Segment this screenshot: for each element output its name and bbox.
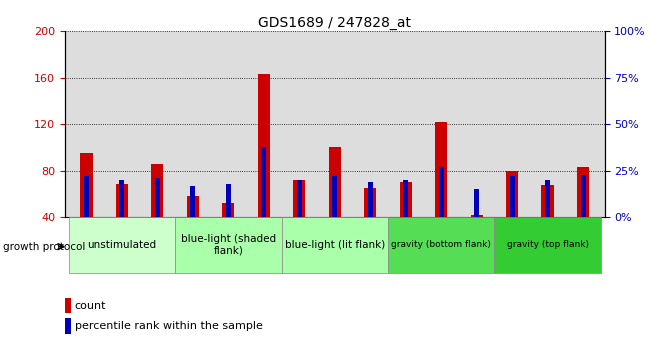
Bar bbox=[84, 176, 89, 217]
Bar bbox=[296, 180, 302, 217]
Bar bbox=[332, 176, 337, 217]
Bar bbox=[388, 217, 495, 273]
Text: growth protocol: growth protocol bbox=[3, 242, 86, 252]
Bar bbox=[65, 298, 72, 313]
Text: gravity (top flank): gravity (top flank) bbox=[507, 240, 589, 249]
Text: blue-light (lit flank): blue-light (lit flank) bbox=[285, 240, 385, 250]
Bar bbox=[368, 182, 373, 217]
Bar bbox=[222, 203, 235, 217]
Bar bbox=[175, 217, 281, 273]
Text: unstimulated: unstimulated bbox=[87, 240, 157, 250]
Bar bbox=[510, 176, 515, 217]
Bar bbox=[116, 184, 128, 217]
Bar bbox=[190, 186, 196, 217]
Bar bbox=[471, 215, 483, 217]
Bar bbox=[257, 74, 270, 217]
Bar bbox=[364, 188, 376, 217]
Bar bbox=[506, 171, 519, 217]
Bar bbox=[65, 318, 72, 334]
Bar bbox=[474, 189, 480, 217]
Text: blue-light (shaded
flank): blue-light (shaded flank) bbox=[181, 234, 276, 256]
Bar bbox=[293, 180, 306, 217]
Bar bbox=[261, 147, 266, 217]
Bar bbox=[281, 217, 388, 273]
Text: percentile rank within the sample: percentile rank within the sample bbox=[75, 321, 263, 331]
Bar bbox=[495, 217, 601, 273]
Bar bbox=[577, 167, 590, 217]
Bar bbox=[328, 148, 341, 217]
Title: GDS1689 / 247828_at: GDS1689 / 247828_at bbox=[258, 16, 411, 30]
Bar bbox=[403, 180, 408, 217]
Bar bbox=[155, 178, 160, 217]
Bar bbox=[226, 184, 231, 217]
Bar bbox=[435, 122, 447, 217]
Bar bbox=[80, 153, 92, 217]
Bar bbox=[400, 183, 412, 217]
Bar bbox=[119, 180, 124, 217]
Text: gravity (bottom flank): gravity (bottom flank) bbox=[391, 240, 491, 249]
Bar bbox=[439, 167, 444, 217]
Bar bbox=[545, 180, 551, 217]
Bar bbox=[580, 175, 586, 217]
Bar bbox=[187, 196, 199, 217]
Bar bbox=[541, 185, 554, 217]
Text: count: count bbox=[75, 301, 106, 311]
Bar bbox=[151, 164, 164, 217]
Bar bbox=[68, 217, 175, 273]
